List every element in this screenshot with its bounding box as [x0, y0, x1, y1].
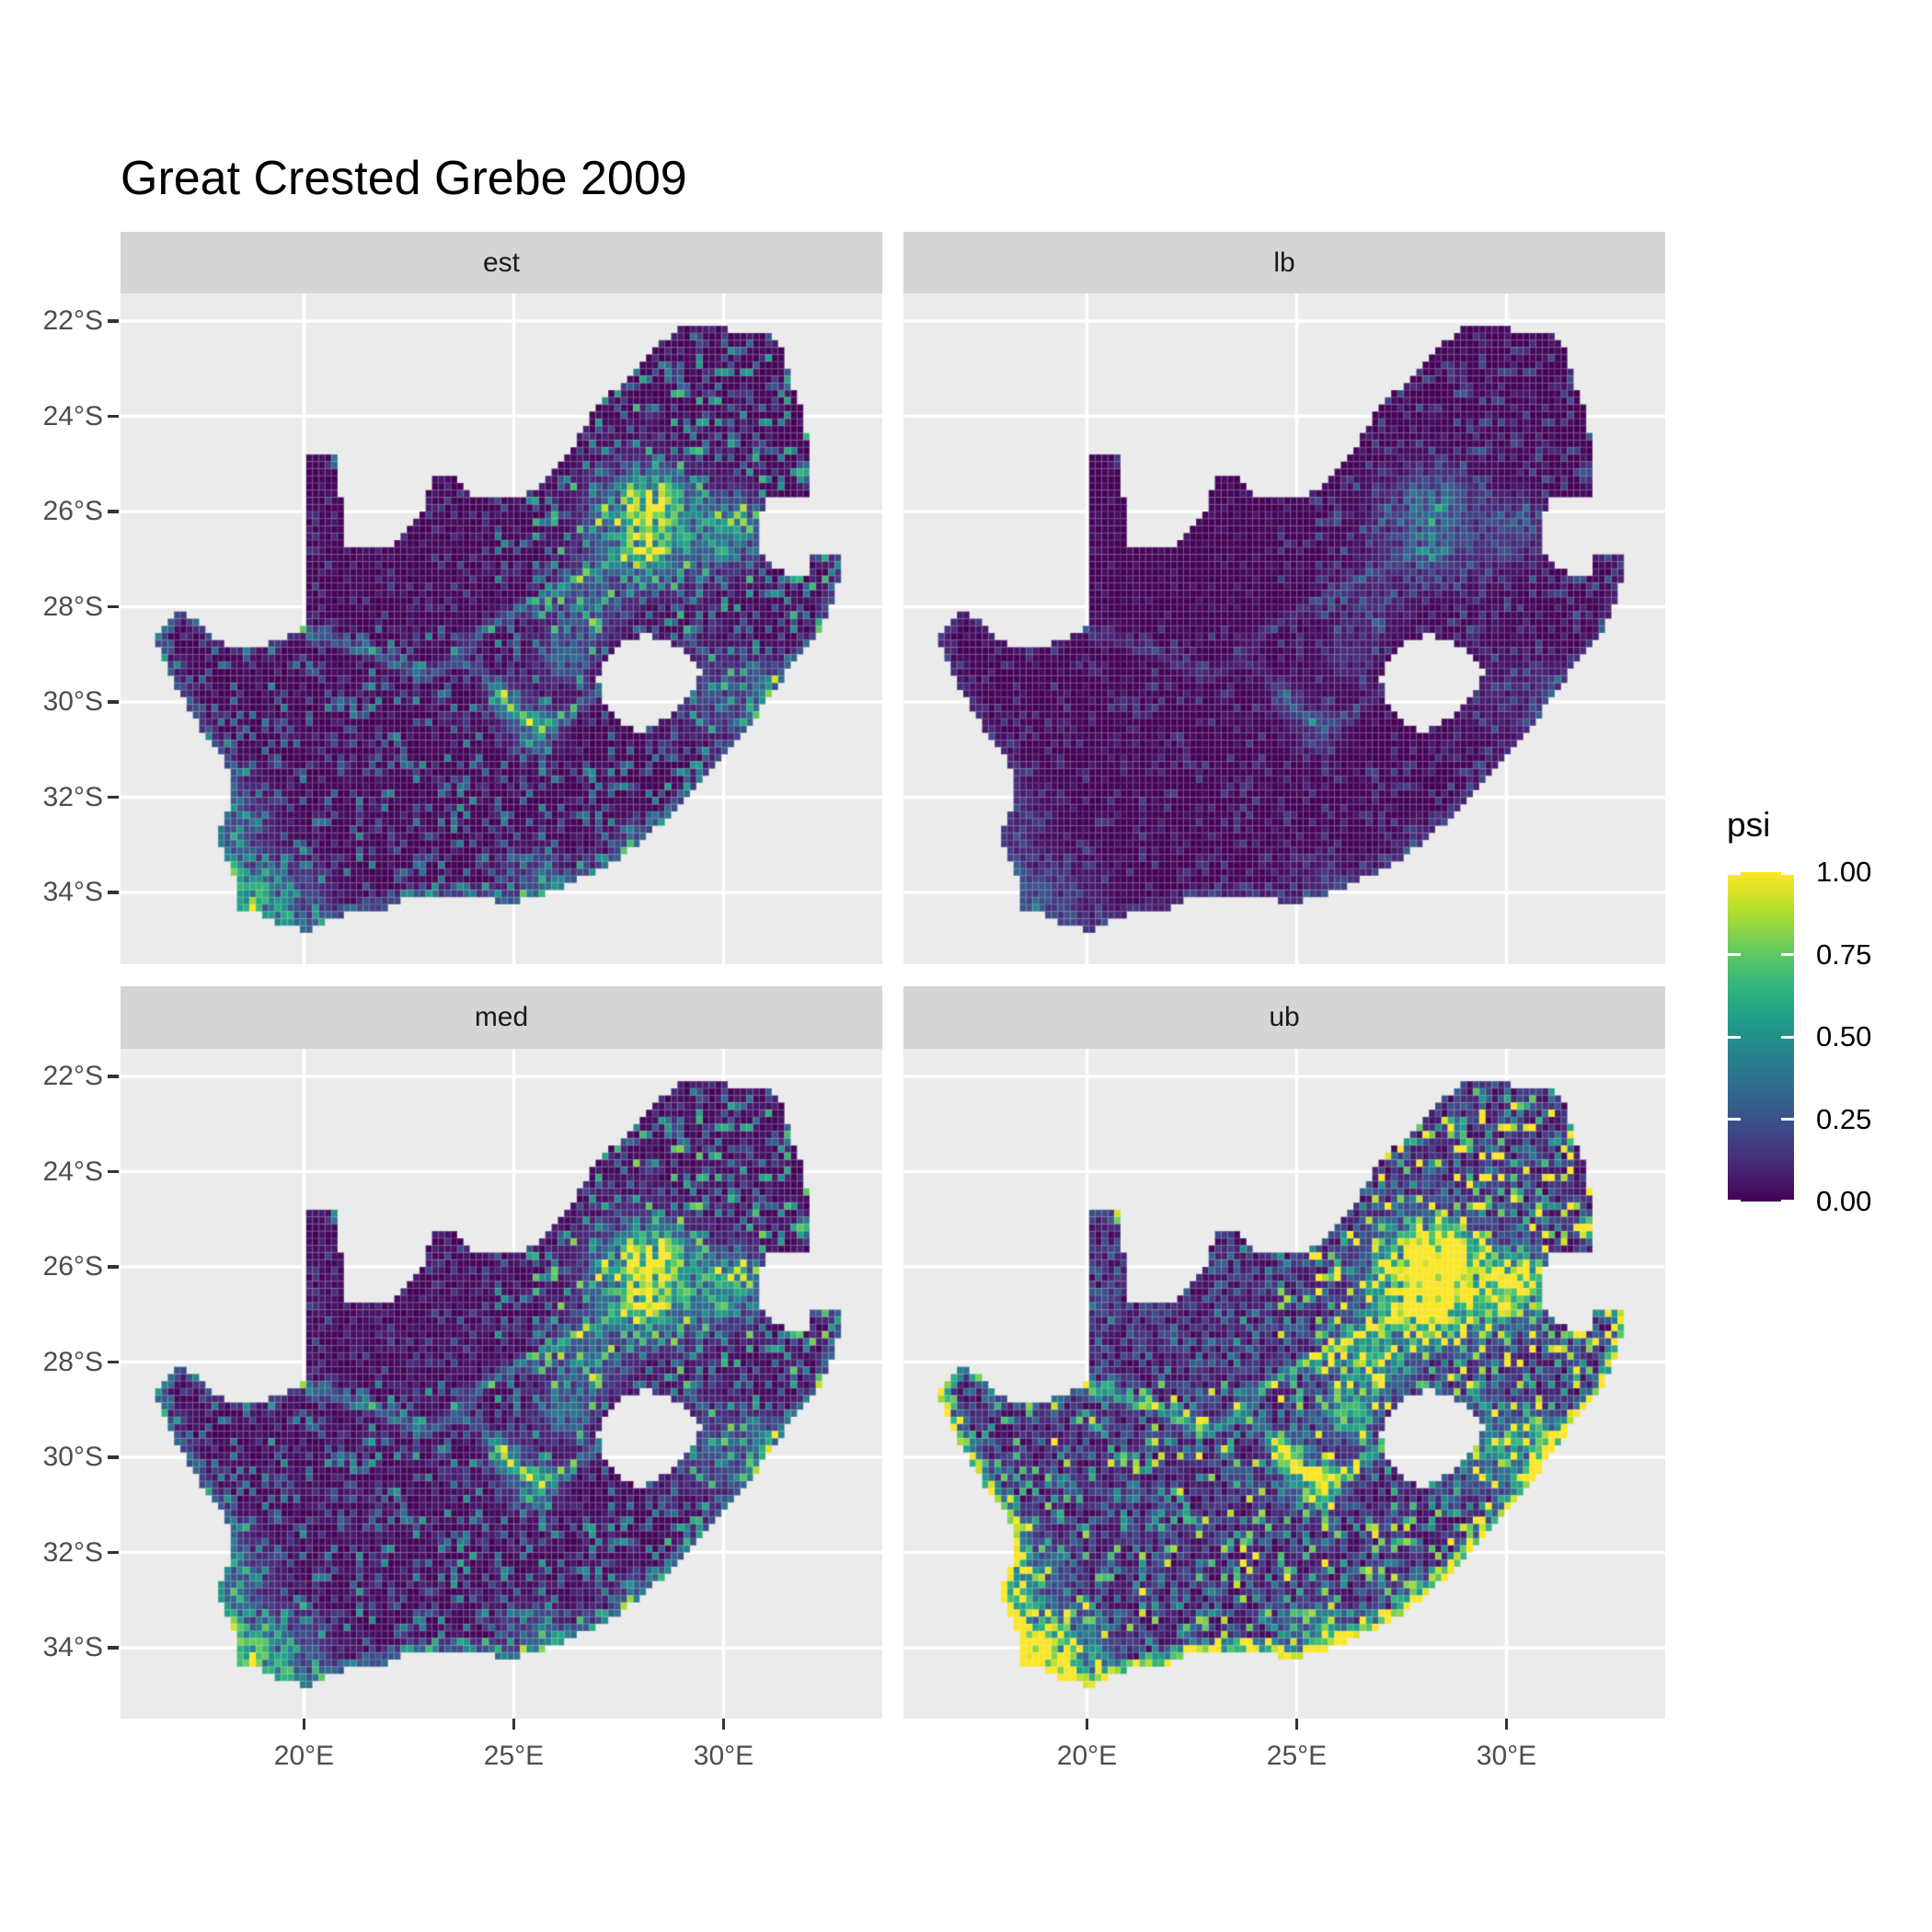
legend-tick	[1781, 953, 1794, 956]
facet-strip-label: med	[474, 1002, 529, 1032]
y-axis-label: 32°S	[42, 781, 103, 812]
y-axis-label: 22°S	[42, 1061, 103, 1091]
y-axis-tick	[108, 1455, 119, 1459]
y-axis-tick	[108, 1265, 119, 1269]
legend-tick	[1781, 872, 1794, 875]
y-axis-label: 24°S	[42, 1156, 103, 1187]
y-axis-tick	[108, 510, 119, 513]
legend-tick	[1781, 1035, 1794, 1039]
map-panel-lb	[903, 293, 1665, 964]
y-axis-label: 30°S	[42, 1442, 103, 1472]
y-axis-label: 28°S	[42, 1346, 103, 1377]
x-axis-tick	[1294, 1719, 1299, 1730]
y-axis-label: 34°S	[42, 1632, 103, 1662]
y-axis-tick	[108, 604, 119, 609]
x-axis-label: 25°E	[1266, 1741, 1328, 1771]
y-axis-tick	[108, 700, 119, 704]
x-axis-label: 30°E	[693, 1741, 754, 1771]
legend-tick	[1781, 1200, 1794, 1202]
y-axis-tick	[108, 1075, 119, 1078]
legend-title: psi	[1727, 806, 1771, 844]
y-axis-tick	[108, 795, 119, 799]
y-axis-label: 22°S	[42, 305, 103, 336]
y-axis-tick	[108, 1169, 119, 1174]
x-axis-tick	[1504, 1719, 1509, 1730]
y-axis-label: 32°S	[42, 1536, 103, 1568]
y-axis-label: 24°S	[42, 400, 103, 431]
x-axis-tick	[721, 1719, 726, 1730]
legend-label: 0.50	[1816, 1020, 1872, 1052]
x-axis-label: 20°E	[1056, 1741, 1118, 1771]
legend-label: 0.25	[1816, 1102, 1872, 1135]
y-axis-tick	[108, 414, 119, 419]
legend-tick	[1728, 1200, 1741, 1202]
y-axis-label: 30°S	[42, 686, 103, 717]
map-panel-med	[121, 1049, 882, 1719]
plot-title: Great Crested Grebe 2009	[121, 152, 687, 205]
map-panel-ub	[903, 1049, 1665, 1719]
y-axis-tick	[108, 1360, 119, 1364]
y-axis-tick	[108, 1550, 119, 1555]
x-axis-tick	[512, 1719, 516, 1730]
legend-tick	[1728, 1118, 1741, 1121]
x-axis-label: 20°E	[273, 1741, 335, 1771]
legend-label: 0.75	[1816, 937, 1872, 971]
y-axis-tick	[108, 891, 119, 894]
facet-strip-est: est	[121, 232, 882, 293]
legend-tick	[1728, 953, 1741, 956]
x-axis-tick	[302, 1719, 306, 1730]
legend-tick	[1728, 872, 1741, 875]
y-axis-tick	[108, 319, 119, 323]
legend-tick	[1781, 1118, 1794, 1121]
legend-label: 0.00	[1816, 1185, 1872, 1217]
legend-label: 1.00	[1816, 856, 1872, 888]
x-axis-label: 30°E	[1476, 1741, 1537, 1771]
facet-strip-label: lb	[1273, 247, 1295, 278]
x-axis-tick	[1085, 1719, 1089, 1730]
facet-strip-med: med	[121, 986, 882, 1049]
x-axis-label: 25°E	[483, 1741, 545, 1771]
y-axis-label: 26°S	[42, 1251, 103, 1282]
legend-colorbar	[1728, 872, 1794, 1202]
y-axis-label: 28°S	[42, 591, 103, 622]
y-axis-label: 26°S	[42, 496, 103, 526]
facet-strip-label: est	[482, 247, 521, 278]
map-panel-est	[121, 293, 882, 964]
legend-tick	[1728, 1035, 1741, 1039]
facet-strip-ub: ub	[903, 986, 1665, 1049]
y-axis-label: 34°S	[42, 877, 103, 907]
facet-strip-label: ub	[1269, 1002, 1300, 1032]
facet-strip-lb: lb	[903, 232, 1665, 293]
y-axis-tick	[108, 1646, 119, 1650]
